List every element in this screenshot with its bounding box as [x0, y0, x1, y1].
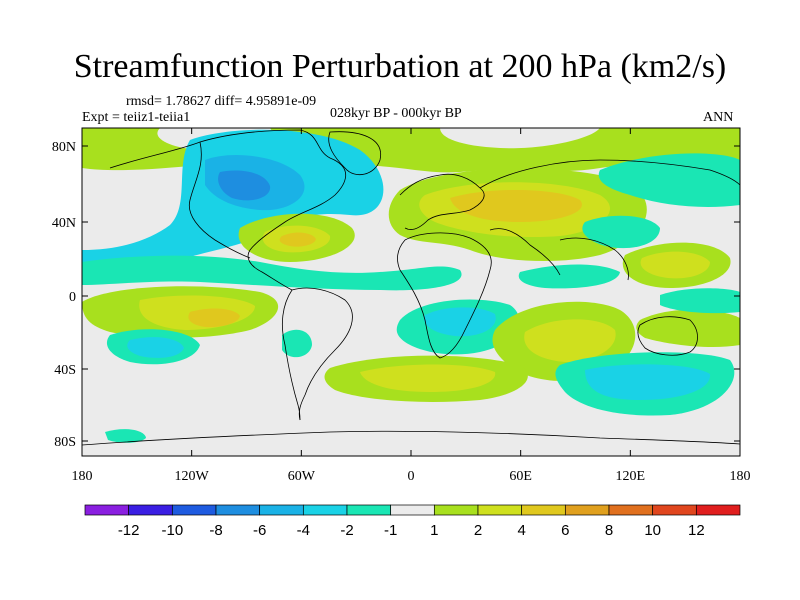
- colorbar-swatch: [652, 504, 697, 516]
- colorbar-label: 4: [517, 522, 525, 539]
- lon-tick-label: 180: [730, 469, 751, 484]
- colorbar: -12 -10 -8 -6 -4 -2 -1 1 2 4 6 8 10 12: [84, 504, 741, 539]
- colorbar-label: -4: [297, 522, 310, 539]
- colorbar-swatch: [84, 504, 130, 516]
- colorbar-swatch: [215, 504, 261, 516]
- contour-neutral-arctic-2: [440, 128, 600, 149]
- contour-negative-tropics-2: [518, 264, 620, 289]
- contour-negative-asia2: [582, 215, 660, 249]
- colorbar-swatch: [564, 504, 610, 516]
- contour-positive-aus: [636, 309, 740, 348]
- axis-ticks: 180 120W 60W 0 60E 120E 180 80N 40N 0 40S 80S: [52, 128, 751, 484]
- lon-tick-label: 0: [408, 469, 415, 484]
- period-label: 028kyr BP - 000kyr BP: [330, 106, 462, 121]
- colorbar-swatch: [477, 504, 523, 516]
- contour-negative-satl-2: [424, 307, 496, 337]
- colorbar-swatch: [302, 504, 348, 516]
- lon-tick-label: 120W: [175, 469, 210, 484]
- contour-negative-nasia: [598, 153, 740, 207]
- contour-negative-so-2: [585, 364, 711, 400]
- contour-negative-aus: [660, 288, 740, 314]
- lon-tick-label: 180: [72, 469, 93, 484]
- colorbar-swatch: [259, 504, 304, 516]
- coastlines: [82, 129, 740, 446]
- contour-positive-south-2: [360, 364, 496, 392]
- colorbar-label: 8: [605, 522, 613, 539]
- contour-positive-wpac-2: [640, 251, 710, 279]
- lat-tick-label: 0: [69, 290, 76, 305]
- colorbar-label: 1: [430, 522, 438, 539]
- contour-positive-carib-core: [279, 232, 316, 247]
- colorbar-swatch: [346, 504, 392, 516]
- colorbar-swatch: [433, 504, 479, 516]
- colorbar-label: 6: [561, 522, 569, 539]
- stats-text: rmsd= 1.78627 diff= 4.95891e-09: [126, 94, 317, 109]
- colorbar-label: -12: [118, 522, 140, 539]
- colorbar-label: -2: [340, 522, 353, 539]
- contour-negative-antarctic: [105, 429, 146, 443]
- plot-title: Streamfunction Perturbation at 200 hPa (…: [73, 48, 727, 85]
- lon-tick-label: 60E: [509, 469, 532, 484]
- contour-positive-spac-core: [188, 308, 240, 328]
- lat-tick-label: 80N: [52, 140, 76, 155]
- colorbar-label: -1: [384, 522, 397, 539]
- colorbar-label: -6: [253, 522, 266, 539]
- lat-tick-label: 80S: [54, 435, 76, 450]
- colorbar-swatch: [171, 504, 217, 516]
- colorbar-label: 2: [474, 522, 482, 539]
- colorbar-swatch: [521, 504, 566, 516]
- contour-negative-tropics: [82, 255, 462, 291]
- contour-negative-sp-2: [127, 337, 184, 358]
- lon-tick-label: 60W: [288, 469, 316, 484]
- contour-positive-eurasia-core: [450, 189, 582, 222]
- colorbar-label: -10: [161, 522, 183, 539]
- colorbar-swatch: [128, 504, 173, 516]
- colorbar-label: 12: [688, 522, 705, 539]
- experiment-label: Expt = teiiz1-teiia1: [82, 110, 191, 125]
- lon-tick-label: 120E: [616, 469, 646, 484]
- colorbar-label: -8: [209, 522, 222, 539]
- contour-field: [82, 128, 740, 456]
- season-label: ANN: [703, 110, 734, 125]
- colorbar-swatch: [608, 504, 654, 516]
- colorbar-swatch: [390, 504, 435, 516]
- lat-tick-label: 40N: [52, 216, 76, 231]
- colorbar-label: 10: [644, 522, 661, 539]
- contour-positive-io-2: [524, 319, 616, 362]
- lat-tick-label: 40S: [54, 363, 76, 378]
- colorbar-swatch: [695, 504, 741, 516]
- contour-negative-na-core: [218, 170, 271, 201]
- contour-negative-sa: [282, 329, 312, 358]
